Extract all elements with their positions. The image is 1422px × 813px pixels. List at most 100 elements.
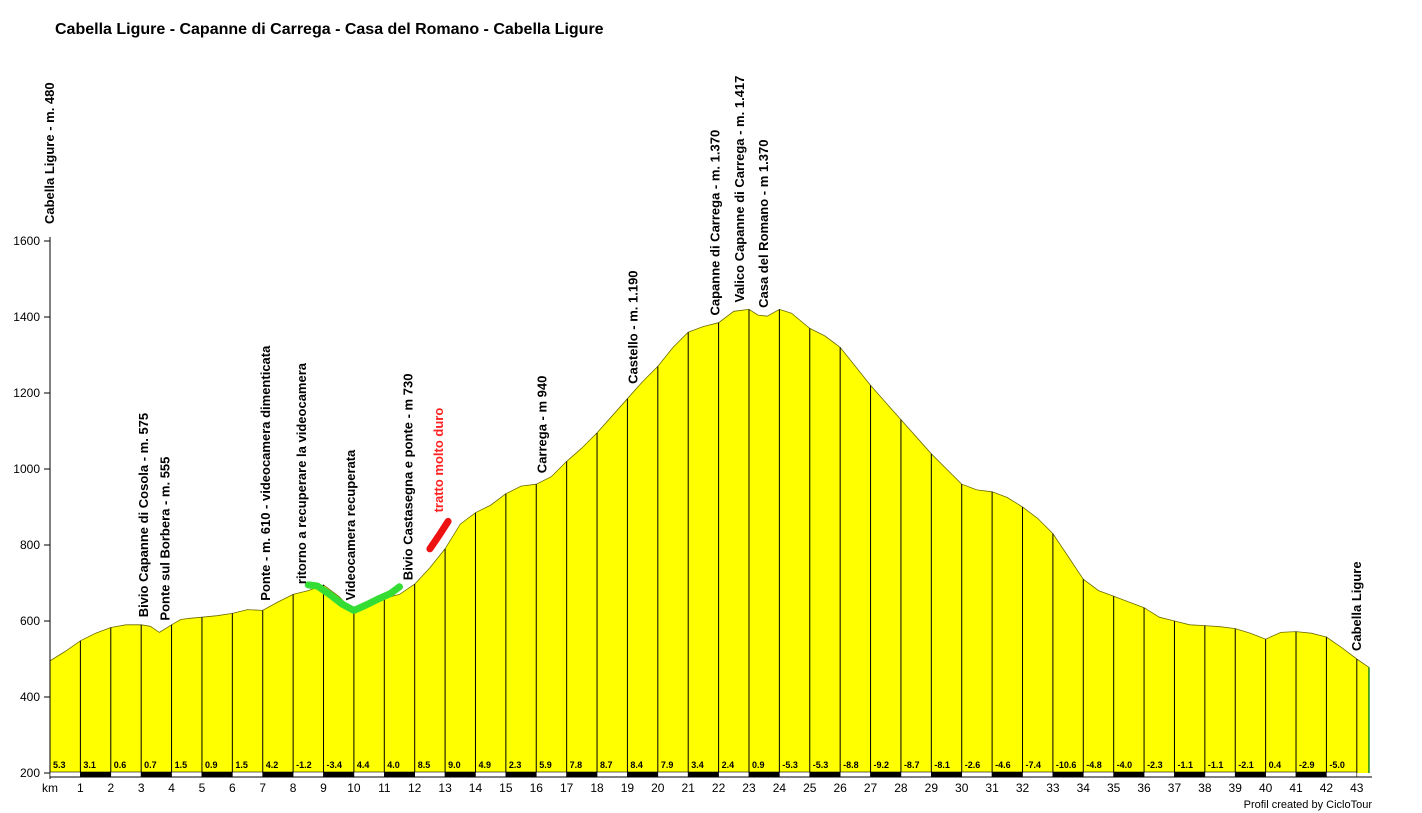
gradient-strip	[262, 771, 294, 778]
gradient-strip	[809, 771, 841, 778]
credit-text: Profil created by CicloTour	[1243, 799, 1372, 811]
x-tick-label: 22	[712, 781, 726, 795]
gradient-strip	[596, 771, 628, 778]
gradient-label: 7.8	[570, 760, 583, 770]
x-tick-label: 33	[1046, 781, 1060, 795]
gradient-label: 4.4	[357, 760, 370, 770]
gradient-label: -5.3	[782, 760, 798, 770]
gradient-label: 4.2	[266, 760, 279, 770]
x-tick-label: 28	[894, 781, 908, 795]
x-axis-label: km	[42, 781, 58, 795]
gradient-strip	[1265, 771, 1297, 778]
highlight-stroke	[304, 581, 403, 614]
gradient-strip	[839, 771, 871, 778]
y-tick-label: 400	[20, 690, 40, 704]
gradient-label: -8.7	[904, 760, 920, 770]
gradient-label: 4.9	[478, 760, 491, 770]
x-tick-label: 43	[1350, 781, 1364, 795]
gradient-label: -1.1	[1208, 760, 1224, 770]
gradient-strip	[1174, 771, 1206, 778]
waypoint-label: Ponte sul Borbera - m. 555	[158, 457, 173, 621]
gradient-label: 2.3	[509, 760, 522, 770]
waypoint-label: Bivio Capanne di Cosola - m. 575	[136, 413, 151, 617]
x-tick-label: 19	[621, 781, 635, 795]
x-tick-label: 14	[469, 781, 483, 795]
waypoint-label: Cabella Ligure	[1349, 561, 1364, 651]
waypoint-label: Valico Capanne di Carrega - m. 1.417	[732, 76, 747, 303]
x-tick-label: 36	[1137, 781, 1151, 795]
waypoint-label: Videocamera recuperata	[343, 449, 358, 601]
waypoint-label: ritorno a recuperare la videocamera	[294, 362, 309, 584]
x-tick-label: 40	[1259, 781, 1273, 795]
gradient-label: 7.9	[661, 760, 674, 770]
gradient-label: 3.1	[83, 760, 96, 770]
x-tick-label: 32	[1016, 781, 1030, 795]
gradient-strip	[779, 771, 811, 778]
gradient-strip	[1234, 771, 1266, 778]
x-tick-label: 35	[1107, 781, 1121, 795]
gradient-label: 0.6	[114, 760, 127, 770]
gradient-strip	[687, 771, 719, 778]
gradient-strip	[657, 771, 689, 778]
gradient-label: -4.0	[1117, 760, 1133, 770]
gradient-label: -4.6	[995, 760, 1011, 770]
gradient-strip	[475, 771, 507, 778]
gradient-strip	[1113, 771, 1145, 778]
gradient-label: 5.9	[539, 760, 552, 770]
gradient-strip	[171, 771, 203, 778]
x-tick-label: 18	[590, 781, 604, 795]
x-tick-label: 20	[651, 781, 665, 795]
x-tick-label: 21	[682, 781, 696, 795]
y-tick-label: 200	[20, 766, 40, 780]
y-tick-label: 1600	[13, 234, 40, 248]
gradient-label: -2.3	[1147, 760, 1163, 770]
gradient-strip	[1295, 771, 1327, 778]
gradient-strip	[383, 771, 415, 778]
x-tick-label: 1	[77, 781, 84, 795]
gradient-strip	[232, 771, 264, 778]
waypoint-annotations: Cabella Ligure - m. 480 Bivio Capanne di …	[42, 76, 1364, 651]
gradient-strip	[961, 771, 993, 778]
gradient-strip	[80, 771, 112, 778]
gradient-label: -10.6	[1056, 760, 1077, 770]
gradient-label: 3.4	[691, 760, 704, 770]
gradient-label: -1.1	[1177, 760, 1193, 770]
x-tick-label: 37	[1168, 781, 1182, 795]
gradient-strip	[414, 771, 446, 778]
gradient-strip	[1022, 771, 1054, 778]
highlight-stroke	[426, 517, 452, 553]
y-tick-label: 800	[20, 538, 40, 552]
gradient-label: -7.4	[1026, 760, 1042, 770]
gradient-strip	[1326, 771, 1358, 778]
x-tick-label: 12	[408, 781, 422, 795]
y-tick-label: 1000	[13, 462, 40, 476]
x-tick-label: 25	[803, 781, 817, 795]
gradient-label: -8.1	[934, 760, 950, 770]
x-tick-label: 38	[1198, 781, 1212, 795]
x-tick-label: 26	[833, 781, 847, 795]
x-tick-label: 27	[864, 781, 878, 795]
waypoint-label: Bivio Castasegna e ponte - m 730	[401, 374, 416, 581]
gradient-strip	[505, 771, 537, 778]
x-axis-ticks: km 1 2 3 4 5 6 7 8 9 10 11 12 13 14 15 16 17 18 19 20 21 22 23 2…	[42, 781, 1364, 795]
gradient-label: 8.7	[600, 760, 613, 770]
x-tick-label: 5	[199, 781, 206, 795]
gradient-strip	[748, 771, 780, 778]
gradient-strip	[718, 771, 750, 778]
waypoint-label: Carrega - m 940	[534, 376, 549, 474]
gradient-strip	[627, 771, 659, 778]
x-tick-label: 41	[1289, 781, 1303, 795]
waypoint-label: Capanne di Carrega - m. 1.370	[708, 130, 723, 316]
x-tick-label: 8	[290, 781, 297, 795]
y-tick-label: 1200	[13, 386, 40, 400]
x-tick-label: 34	[1077, 781, 1091, 795]
gradient-label: 8.5	[418, 760, 431, 770]
gradient-label: 8.4	[630, 760, 643, 770]
x-tick-label: 23	[742, 781, 756, 795]
gradient-strip	[1052, 771, 1084, 778]
gradient-label: 0.9	[752, 760, 765, 770]
gradient-label: 1.5	[235, 760, 248, 770]
gradient-label: 4.0	[387, 760, 400, 770]
x-tick-label: 31	[985, 781, 999, 795]
